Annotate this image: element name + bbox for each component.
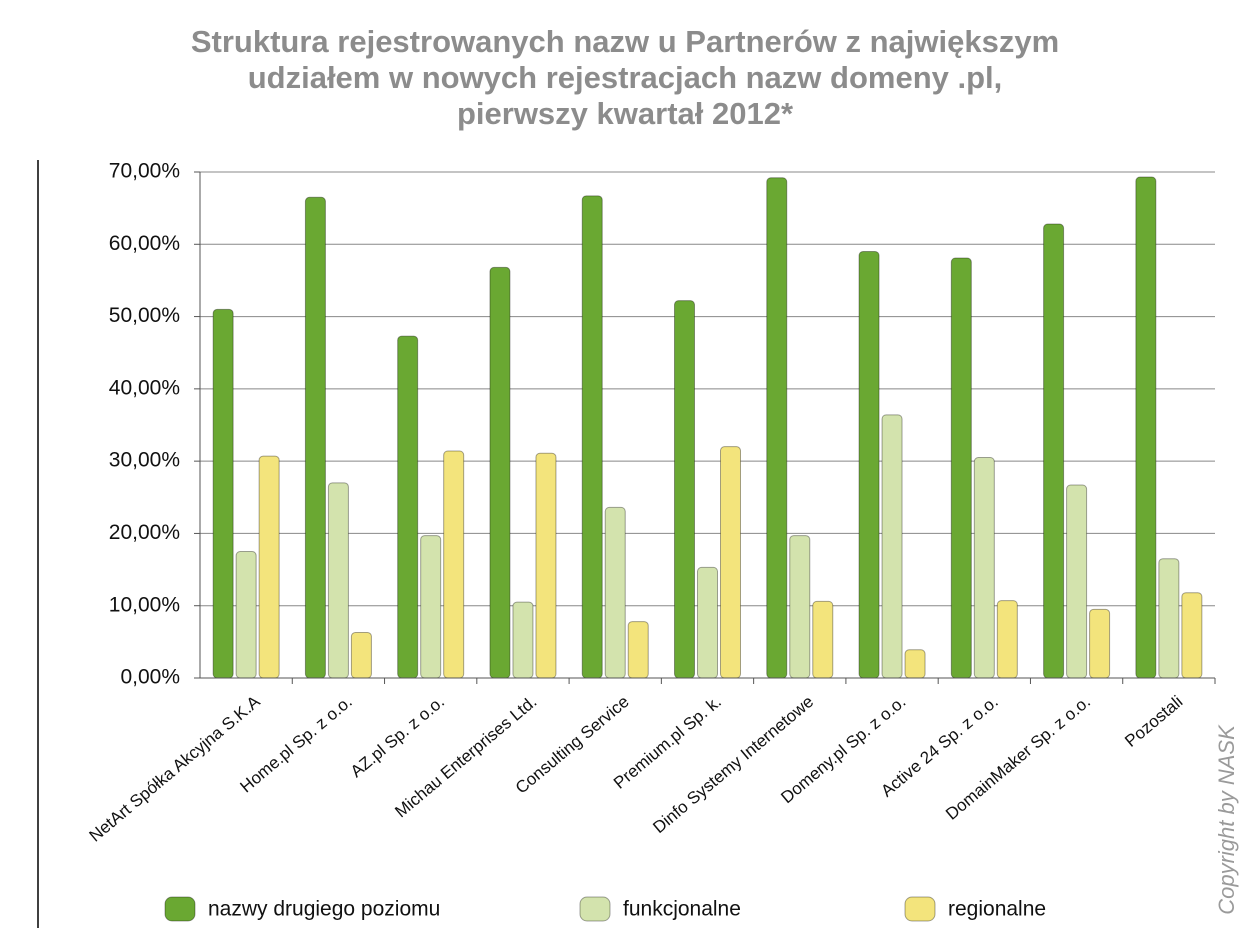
bar <box>1067 485 1087 678</box>
bar <box>1136 177 1156 678</box>
bar <box>1090 609 1110 678</box>
legend-swatch <box>905 897 935 921</box>
chart-title: pierwszy kwartał 2012* <box>457 96 794 131</box>
bar <box>351 632 371 678</box>
page: Struktura rejestrowanych nazw u Partneró… <box>0 0 1239 928</box>
bar <box>1182 593 1202 678</box>
bar <box>628 622 648 678</box>
bar <box>236 552 256 679</box>
bar <box>882 415 902 678</box>
bar <box>259 456 279 678</box>
bar <box>675 301 695 678</box>
bar <box>582 196 602 678</box>
bar <box>1159 559 1179 678</box>
chart: Struktura rejestrowanych nazw u Partneró… <box>0 0 1239 928</box>
bar <box>490 267 510 678</box>
bar <box>328 483 348 678</box>
chart-title: Struktura rejestrowanych nazw u Partneró… <box>191 24 1059 59</box>
legend-label: funkcjonalne <box>623 898 741 921</box>
x-tick-label: AZ.pl Sp. z o.o. <box>347 692 448 781</box>
y-tick-label: 50,00% <box>109 304 180 327</box>
legend-label: nazwy drugiego poziomu <box>208 898 440 921</box>
bar <box>721 447 741 678</box>
y-tick-label: 60,00% <box>109 232 180 255</box>
legend-swatch <box>580 897 610 921</box>
bar <box>605 507 625 678</box>
y-tick-label: 70,00% <box>109 160 180 183</box>
bar <box>767 178 787 678</box>
bar <box>213 309 233 678</box>
legend-swatch <box>165 897 195 921</box>
bar <box>513 602 533 678</box>
bar <box>997 601 1017 678</box>
bar <box>536 453 556 678</box>
bar <box>790 536 810 678</box>
bar <box>698 567 718 678</box>
y-tick-label: 40,00% <box>109 376 180 399</box>
y-tick-label: 30,00% <box>109 449 180 472</box>
bar <box>444 451 464 678</box>
bar <box>905 650 925 678</box>
bar <box>813 601 833 678</box>
bar <box>421 536 441 678</box>
chart-title: udziałem w nowych rejestracjach nazw dom… <box>248 60 1003 95</box>
y-tick-label: 0,00% <box>120 666 180 689</box>
x-tick-label: NetArt Spółka Akcyjna S.K.A <box>86 692 264 846</box>
y-tick-label: 20,00% <box>109 521 180 544</box>
bar <box>951 258 971 678</box>
bar <box>398 336 418 678</box>
bar <box>974 458 994 678</box>
x-tick-label: Dinfo Systemy Internetowe <box>649 692 817 837</box>
bar <box>305 197 325 678</box>
bar <box>1044 224 1064 678</box>
y-tick-label: 10,00% <box>109 593 180 616</box>
bar <box>859 252 879 678</box>
copyright: Copyright by NASK <box>1214 724 1239 915</box>
legend-label: regionalne <box>948 898 1046 921</box>
x-tick-label: Pozostali <box>1121 692 1186 751</box>
